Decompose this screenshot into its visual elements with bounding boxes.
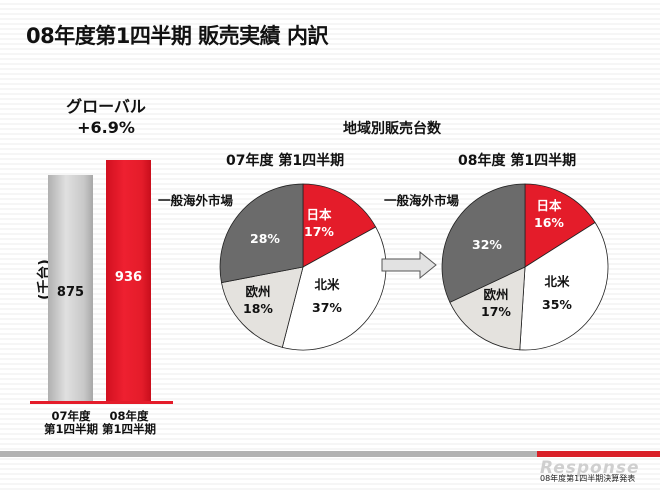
page-title: 08年度第1四半期 販売実績 内訳: [26, 24, 328, 48]
pie-chart-07: [219, 183, 387, 351]
footer-note: 08年度第1四半期決算発表: [540, 474, 636, 483]
brand-watermark: Response: [540, 458, 640, 478]
pie-07-japan-pct: 17%: [304, 224, 334, 239]
category-label-07: 07年度 第1四半期: [36, 410, 106, 436]
pie-08-japan: 日本 16%: [534, 197, 564, 231]
pie-07-slice-europe: [221, 266, 304, 348]
pie-08-slice-europe: [449, 266, 526, 351]
global-label: グローバル: [66, 97, 146, 116]
arrow-right-icon: [381, 250, 437, 280]
pie-08-slice-north-america: [519, 221, 609, 351]
bar-value-07: 875: [56, 285, 85, 300]
pie-07-europe-label: 欧州: [245, 284, 271, 299]
pie-08-na-label: 北米: [544, 274, 570, 289]
pie-07-other-pct: 28%: [250, 231, 280, 246]
footer-gray-stripe: [0, 451, 537, 457]
pie-08-other-pct: 32%: [472, 237, 502, 252]
pie-07-na: 北米 37%: [312, 273, 342, 319]
category-label-08-line1: 08年度: [109, 409, 149, 423]
category-label-07-line1: 07年度: [51, 409, 91, 423]
category-label-08-line2: 第1四半期: [101, 422, 156, 436]
pie-chart-08: [441, 183, 609, 351]
bar-07-q1: 875: [48, 175, 93, 402]
pie-07-europe: 欧州 18%: [243, 283, 273, 317]
pie-08-slice-other-markets: [441, 183, 526, 303]
category-label-08: 08年度 第1四半期: [94, 410, 164, 436]
bar-value-08: 936: [114, 270, 143, 285]
pie-08-europe: 欧州 17%: [481, 286, 511, 320]
growth-value: +6.9%: [77, 118, 135, 137]
pie-07-na-label: 北米: [314, 277, 340, 292]
pie-08-na-pct: 35%: [542, 297, 572, 312]
bar-08-q1: 936: [106, 160, 151, 402]
pie-07-japan: 日本 17%: [304, 206, 334, 240]
pie-08-japan-label: 日本: [536, 198, 562, 213]
pie-08-japan-pct: 16%: [534, 215, 564, 230]
pie-07-title: 07年度 第1四半期: [226, 153, 345, 169]
pie-08-na: 北米 35%: [542, 270, 572, 316]
pie-07-na-pct: 37%: [312, 300, 342, 315]
pie-07-slice-japan: [302, 183, 377, 268]
pie-07-europe-pct: 18%: [243, 301, 273, 316]
pie-08-slice-japan: [524, 183, 596, 268]
pie-07-slice-other-markets: [219, 183, 304, 284]
pie-07-other-label: 一般海外市場: [158, 193, 234, 208]
pie-08-europe-label: 欧州: [483, 287, 509, 302]
pie-08-europe-pct: 17%: [481, 304, 511, 319]
global-growth-label: グローバル +6.9%: [56, 96, 156, 138]
pie-08-other-label: 一般海外市場: [384, 193, 460, 208]
category-label-07-line2: 第1四半期: [43, 422, 98, 436]
pie-section-title: 地域別販売台数: [343, 121, 441, 137]
pie-07-japan-label: 日本: [306, 207, 332, 222]
bar-baseline: [30, 401, 173, 404]
footer-red-stripe: [537, 451, 660, 457]
pie-07-slice-north-america: [281, 226, 387, 351]
pie-08-title: 08年度 第1四半期: [458, 153, 577, 169]
